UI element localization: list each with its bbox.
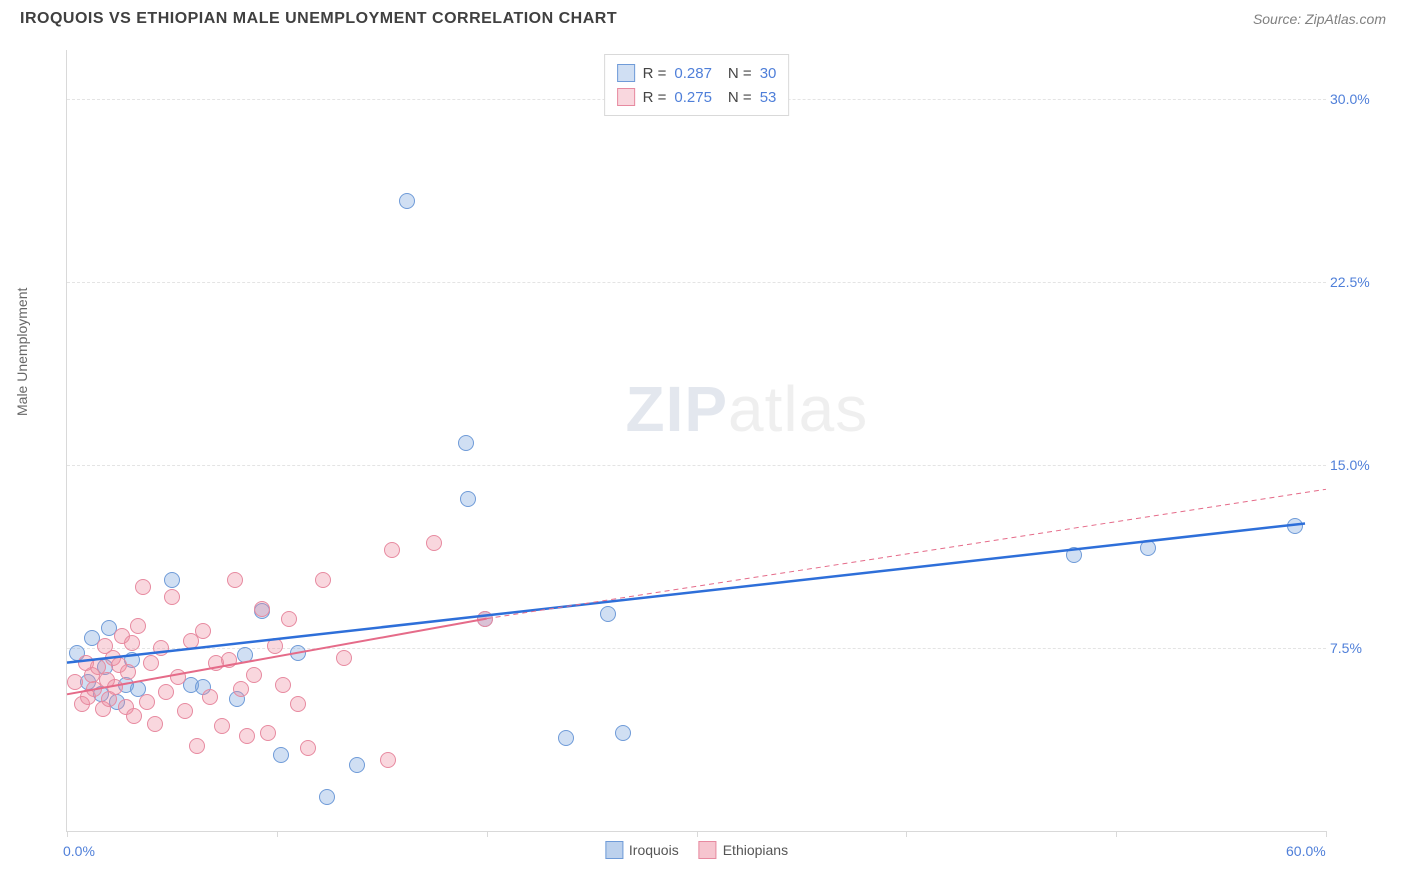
x-tick-label: 0.0% [63, 843, 95, 859]
swatch-ethiopians-icon [699, 841, 717, 859]
chart-title: IROQUOIS VS ETHIOPIAN MALE UNEMPLOYMENT … [20, 10, 617, 28]
x-tick [277, 831, 278, 837]
y-axis-label: Male Unemployment [14, 288, 30, 416]
n-label: N = [728, 65, 752, 82]
x-tick [67, 831, 68, 837]
x-tick-label: 60.0% [1286, 843, 1326, 859]
swatch-iroquois-icon [605, 841, 623, 859]
n-label: N = [728, 89, 752, 106]
r-label: R = [643, 89, 667, 106]
legend-label-iroquois: Iroquois [629, 842, 679, 858]
y-tick-label: 15.0% [1330, 457, 1382, 473]
r-value-ethiopians: 0.275 [674, 89, 712, 106]
legend-row-iroquois: R = 0.287 N = 30 [617, 61, 777, 85]
n-value-ethiopians: 53 [760, 89, 777, 106]
swatch-ethiopians [617, 88, 635, 106]
correlation-legend: R = 0.287 N = 30 R = 0.275 N = 53 [604, 54, 790, 116]
legend-item-ethiopians: Ethiopians [699, 841, 788, 859]
y-tick-label: 7.5% [1330, 640, 1382, 656]
legend-label-ethiopians: Ethiopians [723, 842, 788, 858]
chart-source: Source: ZipAtlas.com [1253, 11, 1386, 27]
chart-area: Male Unemployment ZIPatlas R = 0.287 N =… [20, 40, 1386, 872]
x-tick [1326, 831, 1327, 837]
swatch-iroquois [617, 64, 635, 82]
series-legend: Iroquois Ethiopians [605, 841, 788, 859]
chart-container: IROQUOIS VS ETHIOPIAN MALE UNEMPLOYMENT … [0, 0, 1406, 892]
legend-item-iroquois: Iroquois [605, 841, 679, 859]
y-tick-label: 30.0% [1330, 91, 1382, 107]
legend-row-ethiopians: R = 0.275 N = 53 [617, 85, 777, 109]
x-tick [487, 831, 488, 837]
y-tick-label: 22.5% [1330, 274, 1382, 290]
trend-lines [67, 50, 1326, 831]
x-tick [697, 831, 698, 837]
x-tick [1116, 831, 1117, 837]
plot-region: ZIPatlas R = 0.287 N = 30 R = 0.275 N = … [66, 50, 1326, 832]
r-value-iroquois: 0.287 [674, 65, 712, 82]
n-value-iroquois: 30 [760, 65, 777, 82]
chart-header: IROQUOIS VS ETHIOPIAN MALE UNEMPLOYMENT … [0, 0, 1406, 32]
r-label: R = [643, 65, 667, 82]
x-tick [906, 831, 907, 837]
